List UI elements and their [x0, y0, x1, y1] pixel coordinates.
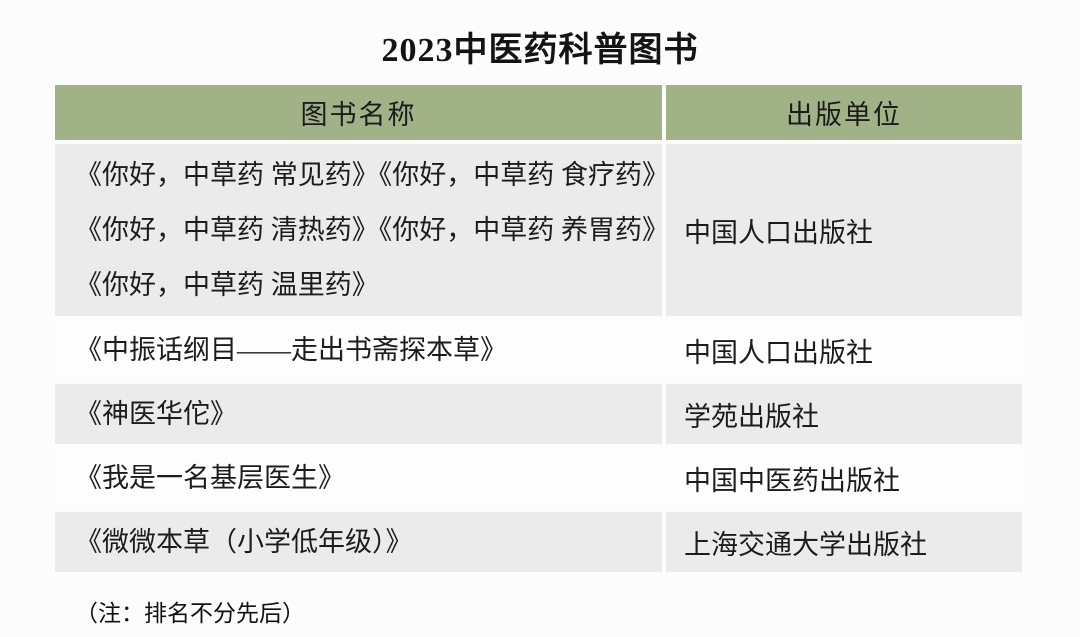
book-line: 《你好，中草药 温里药》: [75, 269, 379, 300]
book-line: 《你好，中草药 清热药》《你好，中草药 养胃药》: [75, 214, 669, 245]
table-row: 《中振话纲目——走出书斋探本草》 中国人口出版社: [55, 320, 1022, 380]
book-line: 《中振话纲目——走出书斋探本草》: [75, 334, 507, 365]
footnote: （注：排名不分先后）: [75, 600, 305, 626]
book-title-cell: 《微微本草（小学低年级）》: [55, 512, 662, 572]
books-table: 图书名称 出版单位 《你好，中草药 常见药》《你好，中草药 食疗药》 《你好，中…: [55, 85, 1022, 572]
publisher-cell: 中国人口出版社: [666, 144, 1022, 316]
book-title-cell: 《中振话纲目——走出书斋探本草》: [55, 320, 662, 380]
book-title-cell: 《我是一名基层医生》: [55, 448, 662, 508]
book-line: 《你好，中草药 常见药》《你好，中草药 食疗药》: [75, 159, 669, 190]
publisher-cell: 中国中医药出版社: [666, 448, 1022, 508]
publisher-cell: 上海交通大学出版社: [666, 512, 1022, 572]
page-title: 2023中医药科普图书: [381, 32, 699, 69]
publisher-cell: 中国人口出版社: [666, 320, 1022, 380]
book-title-cell: 《神医华佗》: [55, 384, 662, 444]
book-line: 《神医华佗》: [75, 398, 237, 429]
table-row: 《你好，中草药 常见药》《你好，中草药 食疗药》 《你好，中草药 清热药》《你好…: [55, 144, 1022, 316]
book-line: 《我是一名基层医生》: [75, 462, 345, 493]
table-header-row: 图书名称 出版单位: [55, 85, 1022, 140]
header-cell-publisher: 出版单位: [666, 85, 1022, 140]
book-line: 《微微本草（小学低年级）》: [75, 526, 413, 557]
book-title-cell: 《你好，中草药 常见药》《你好，中草药 食疗药》 《你好，中草药 清热药》《你好…: [55, 144, 669, 316]
table-row: 《我是一名基层医生》 中国中医药出版社: [55, 448, 1022, 508]
header-cell-book-name: 图书名称: [55, 85, 662, 140]
publisher-cell: 学苑出版社: [666, 384, 1022, 444]
table-row: 《神医华佗》 学苑出版社: [55, 384, 1022, 444]
table-row: 《微微本草（小学低年级）》 上海交通大学出版社: [55, 512, 1022, 572]
